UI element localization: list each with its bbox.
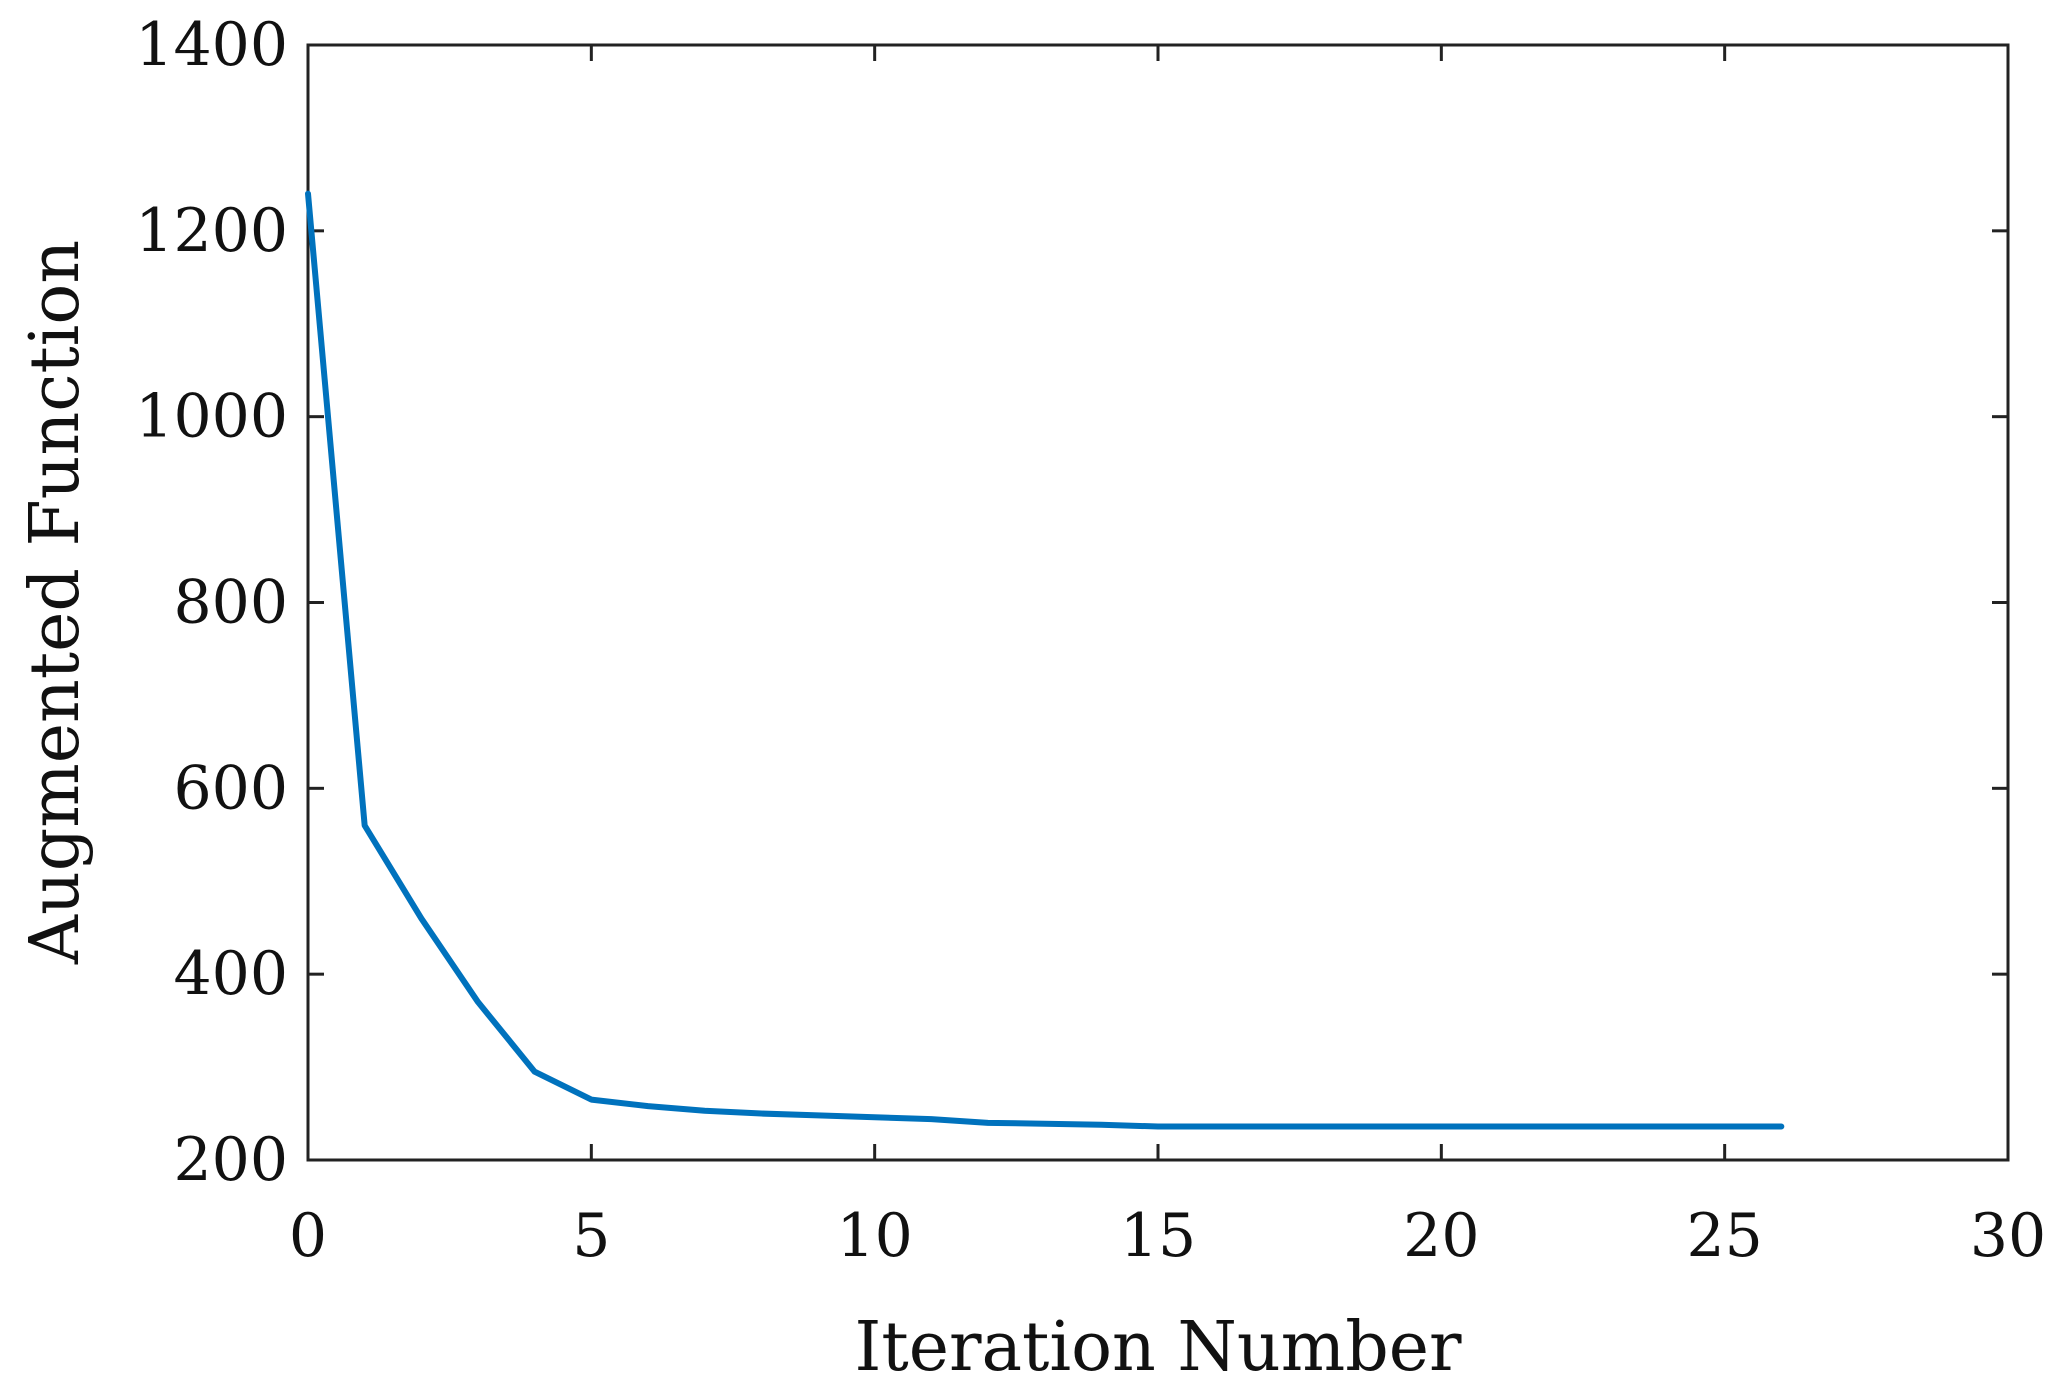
x-axis-label: Iteration Number [855,1308,1462,1387]
data-point [1779,1125,1783,1129]
data-point [1156,1125,1160,1129]
data-point [533,1070,537,1074]
data-point [1439,1125,1443,1129]
y-tick-label: 800 [173,568,288,638]
y-tick-label: 1200 [135,196,288,266]
data-point [873,1115,877,1119]
data-point [703,1109,707,1113]
data-point [1496,1125,1500,1129]
y-axis-label: Augmented Function [16,240,95,965]
x-tick-label: 10 [836,1201,912,1271]
x-tick-label: 5 [572,1201,610,1271]
data-point [1723,1125,1727,1129]
data-point [986,1121,990,1125]
y-tick-label: 1000 [135,382,288,452]
data-point [1609,1125,1613,1129]
data-point [1043,1122,1047,1126]
x-tick-label: 20 [1403,1201,1479,1271]
data-point [759,1112,763,1116]
data-point [816,1113,820,1117]
x-tick-label: 30 [1970,1201,2046,1271]
x-tick-label: 15 [1120,1201,1196,1271]
y-tick-label: 400 [173,939,288,1009]
data-point [929,1117,933,1121]
x-tick-label: 25 [1686,1201,1762,1271]
data-point [589,1098,593,1102]
data-point [363,824,367,827]
plot-area [306,43,2010,1162]
data-point [1383,1125,1387,1129]
data-point [476,1000,480,1004]
data-point [1213,1125,1217,1129]
x-axis-ticks: 0 5 10 15 20 25 30 [289,45,2046,1271]
data-point [1326,1125,1330,1129]
data-point [646,1104,650,1108]
y-tick-label: 200 [173,1125,288,1195]
data-point [1099,1123,1103,1127]
y-tick-label: 600 [173,753,288,823]
data-point [1666,1125,1670,1129]
x-tick-label: 0 [289,1201,327,1271]
y-axis-ticks: 200 400 600 800 1000 1200 1400 [135,10,2008,1195]
data-point [419,916,423,920]
data-point [1269,1125,1273,1129]
data-point [306,192,310,196]
data-point [1553,1125,1557,1129]
series-layer [305,190,1785,1130]
y-tick-label: 1400 [135,10,288,80]
